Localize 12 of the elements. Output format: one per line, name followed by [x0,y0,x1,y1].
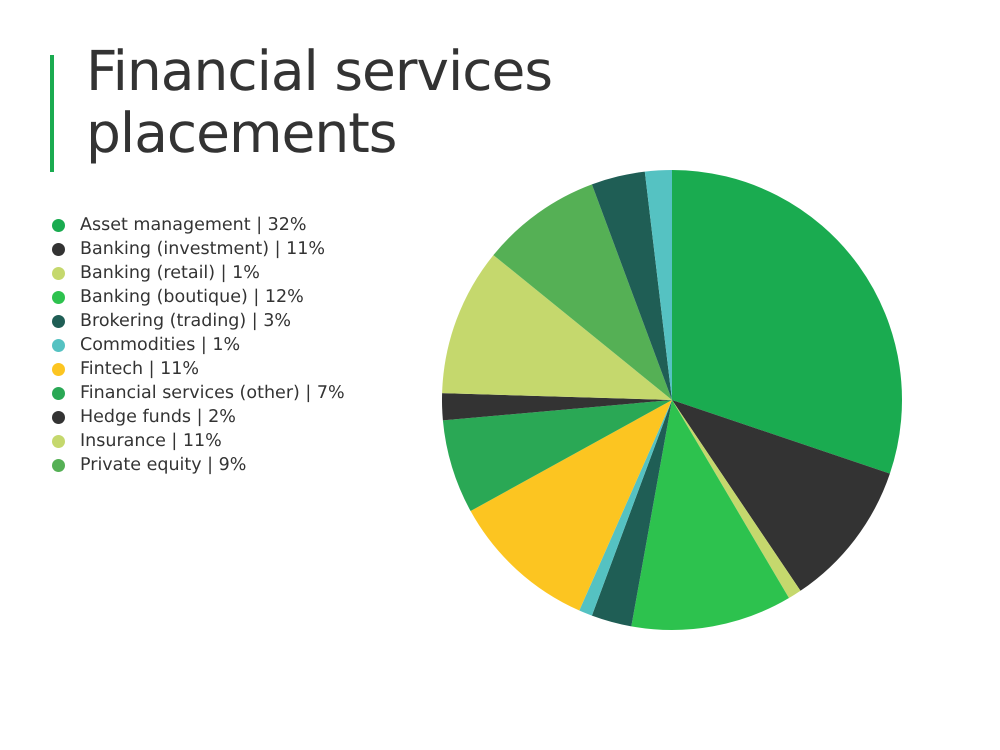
legend-label: Banking (investment) | 11% [80,239,325,259]
legend-label: Banking (retail) | 1% [80,263,260,283]
legend-label: Insurance | 11% [80,431,222,451]
legend-label: Asset management | 32% [80,215,307,235]
legend-label: Brokering (trading) | 3% [80,311,292,331]
legend-label: Private equity | 9% [80,455,246,475]
legend-label: Commodities | 1% [80,335,240,355]
legend-label: Financial services (other) | 7% [80,383,345,403]
legend-label: Hedge funds | 2% [80,407,236,427]
legend-label: Fintech | 11% [80,359,200,379]
legend-label: Banking (boutique) | 12% [80,287,304,307]
chart-title: Financial services placements [86,39,553,165]
